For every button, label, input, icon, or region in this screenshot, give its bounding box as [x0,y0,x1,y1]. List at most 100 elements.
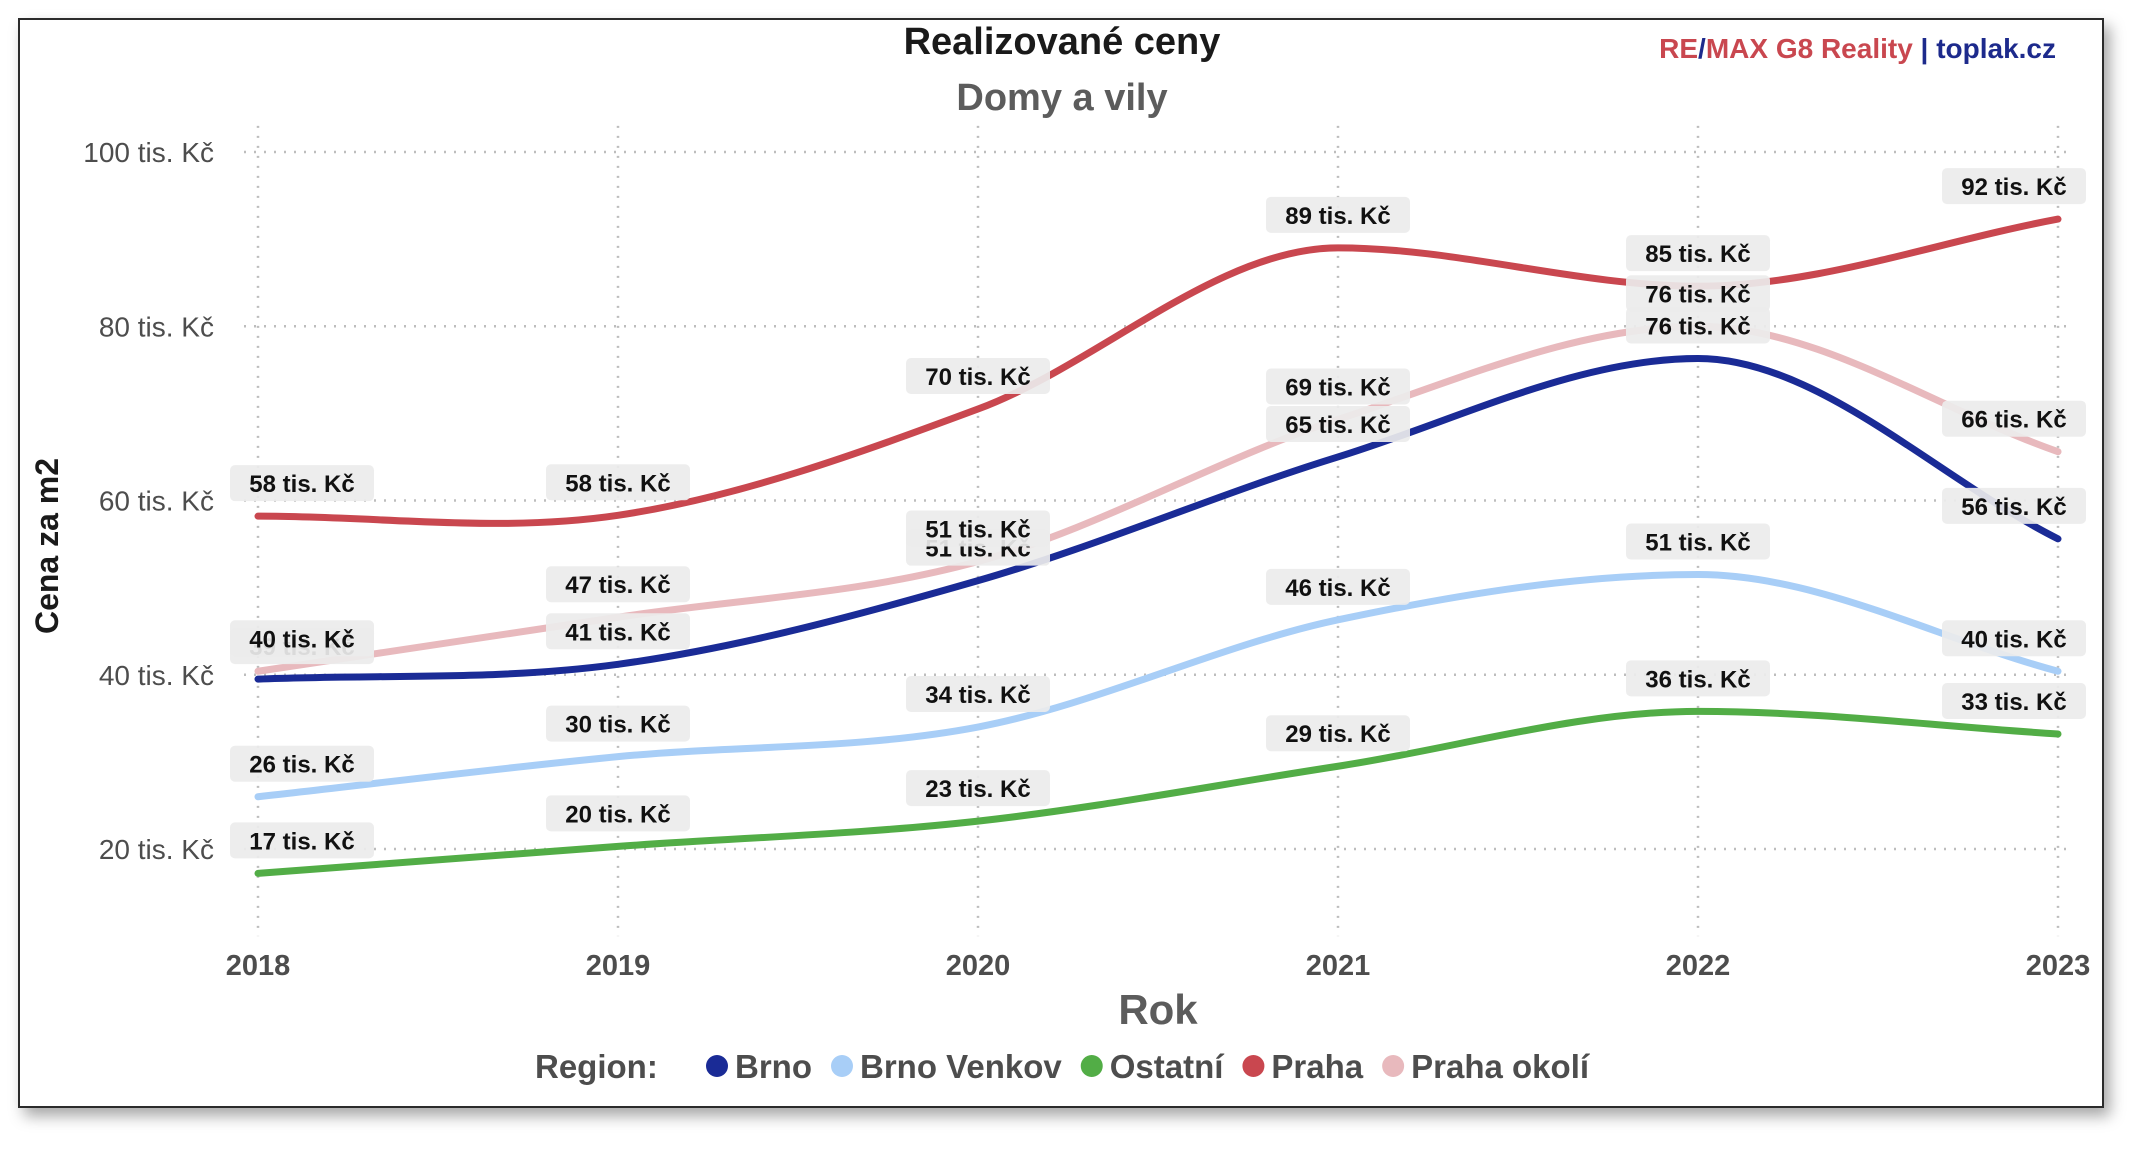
data-label: 58 tis. Kč [546,464,690,501]
data-label-bg [906,770,1050,807]
data-label: 65 tis. Kč [1266,405,1410,442]
data-label-text: 34 tis. Kč [925,682,1030,709]
x-tick-label: 2018 [226,950,291,982]
data-label: 85 tis. Kč [1626,235,1770,272]
series-line-ostatní [254,707,2062,877]
data-label-bg [1942,400,2086,437]
data-label-text: 70 tis. Kč [925,364,1030,391]
x-axis-title: Rok [1118,986,1198,1033]
data-label-text: 47 tis. Kč [565,572,670,599]
data-label-bg [230,465,374,502]
data-label-text: 23 tis. Kč [925,776,1030,803]
data-label: 89 tis. Kč [1266,196,1410,233]
data-label: 29 tis. Kč [1266,715,1410,752]
x-tick-label: 2019 [586,950,651,982]
data-label-text: 29 tis. Kč [1285,721,1390,748]
x-tick-label: 2020 [946,950,1011,982]
data-label-bg [1626,235,1770,272]
data-label-bg [546,464,690,501]
y-tick-label: 20 tis. Kč [99,834,214,865]
brand-remax-slash: / [1698,33,1706,64]
data-label-text: 58 tis. Kč [565,470,670,497]
legend-title: Region: [535,1048,658,1085]
data-label-bg [1626,523,1770,560]
data-label: 34 tis. Kč [906,676,1050,713]
data-label-text: 92 tis. Kč [1961,174,2066,201]
data-label: 41 tis. Kč [546,613,690,650]
data-label-bg [546,566,690,603]
legend-item: Ostatní [1080,1048,1225,1085]
data-label: 69 tis. Kč [1266,368,1410,405]
data-label: 76 tis. Kč [1626,307,1770,344]
y-tick-label: 100 tis. Kč [83,137,214,168]
data-label-bg [1942,620,2086,657]
data-label-bg [1626,307,1770,344]
data-label-text: 76 tis. Kč [1645,281,1750,308]
brand-credit: RE/MAX G8 Reality | toplak.cz [1659,33,2056,64]
y-tick-label: 60 tis. Kč [99,486,214,517]
legend-item: Praha [1242,1048,1364,1085]
legend-label: Praha okolí [1411,1048,1591,1085]
data-label: 66 tis. Kč [1942,400,2086,437]
x-axis-ticks: 2018 2019 2020 2021 2022 2023 [226,950,2091,982]
data-label-bg [1626,660,1770,697]
x-tick-label: 2022 [1666,950,1731,982]
data-label-text: 58 tis. Kč [249,471,354,498]
legend-swatch [1242,1055,1265,1077]
data-label-text: 85 tis. Kč [1645,241,1750,268]
data-label-text: 46 tis. Kč [1285,575,1390,602]
data-label-bg [546,795,690,832]
data-label-text: 40 tis. Kč [249,626,354,653]
grid [244,125,2070,937]
data-label-bg [1266,368,1410,405]
data-label-bg [230,822,374,859]
data-label: 92 tis. Kč [1942,168,2086,205]
data-label-text: 40 tis. Kč [1961,626,2066,653]
series-line-brno [254,354,2062,683]
data-label-text: 17 tis. Kč [249,828,354,855]
brand-site-link: toplak.cz [1936,33,2056,64]
data-label-bg [1942,487,2086,524]
chart-subtitle: Domy a vily [956,77,1167,119]
data-label: 40 tis. Kč [230,620,374,657]
data-label-bg [906,676,1050,713]
data-label-text: 33 tis. Kč [1961,689,2066,716]
data-label: 70 tis. Kč [906,358,1050,395]
legend-item: Brno [706,1048,812,1085]
data-label: 40 tis. Kč [1942,620,2086,657]
brand-remax-re: RE [1659,33,1698,64]
y-axis-title: Cena za m2 [29,458,65,634]
legend-swatch [706,1055,728,1077]
data-label-bg [1942,168,2086,205]
data-label-text: 69 tis. Kč [1285,374,1390,401]
legend-swatch [831,1055,853,1077]
data-label-text: 65 tis. Kč [1285,412,1390,439]
chart-frame [18,18,2104,1108]
series-lines [254,215,2062,877]
legend-item: Praha okolí [1382,1048,1591,1085]
legend-label: Praha [1271,1048,1363,1085]
legend-items: Brno Brno Venkov Ostatní Praha Praha okolí [706,1048,1591,1085]
data-label-text: 20 tis. Kč [565,801,670,828]
brand-remax-name: MAX G8 Reality [1706,33,1913,64]
data-label: 51 tis. Kč [906,510,1050,547]
data-label-text: 26 tis. Kč [249,752,354,779]
data-label: 58 tis. Kč [230,465,374,502]
legend-item: Brno Venkov [831,1048,1062,1085]
data-label: 30 tis. Kč [546,705,690,742]
data-label-bg [230,620,374,657]
data-label-text: 36 tis. Kč [1645,666,1750,693]
data-label: 36 tis. Kč [1626,660,1770,697]
data-label-text: 41 tis. Kč [565,619,670,646]
legend-swatch [1382,1055,1405,1077]
legend: Region: Brno Brno Venkov Ostatní Praha Praha… [535,1048,1591,1085]
data-label-bg [906,358,1050,395]
data-label: 76 tis. Kč [1626,275,1770,312]
data-label: 56 tis. Kč [1942,487,2086,524]
series-line-brno-venkov [254,571,2062,801]
data-label: 51 tis. Kč [1626,523,1770,560]
data-label-text: 56 tis. Kč [1961,494,2066,521]
y-axis-ticks: 20 tis. Kč 40 tis. Kč 60 tis. Kč 80 tis. Kč… [83,137,214,865]
